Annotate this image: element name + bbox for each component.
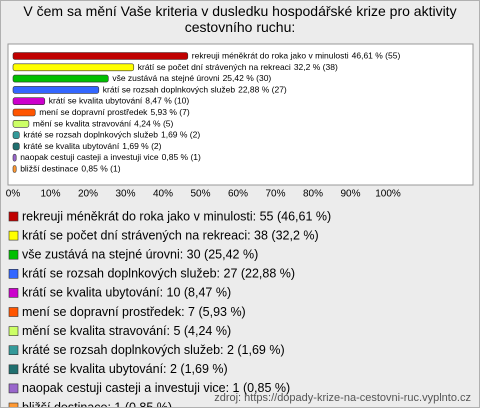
value-label: 46,61 % (55): [352, 51, 401, 61]
x-tick-label: 100%: [375, 189, 401, 200]
value-label: 5,93 % (7): [150, 107, 189, 117]
legend-label: rekreuji méněkrát do roka jako v minulos…: [22, 209, 331, 223]
bar-category: naopak cestuji casteji a investuji vice: [20, 152, 159, 162]
bar: [12, 74, 109, 83]
legend-swatch: [8, 211, 19, 222]
bar: [12, 131, 20, 139]
x-tick-label: 0%: [6, 189, 21, 200]
bar-label: mení se dopravní prostředek 5,93 % (7): [39, 107, 190, 117]
bar-category: kráté se kvalita ubytování: [23, 141, 120, 151]
legend-label: vše zustává na stejné úrovni: 30 (25,42 …: [22, 247, 258, 261]
value-label: 4,24 % (5): [134, 119, 173, 129]
bar-category: krátí se rozsah doplnkových služeb: [103, 85, 236, 95]
x-tick-label: 80%: [303, 189, 323, 200]
legend-swatch: [8, 288, 19, 298]
bar: [12, 120, 30, 128]
legend-label: mení se dopravní prostředek: 7 (5,93 %): [22, 305, 246, 319]
bar: [12, 97, 46, 105]
bar: [12, 63, 135, 72]
bar-label: krátí se rozsah doplnkových služeb 22,88 …: [103, 85, 287, 95]
value-label: 0,85 % (1): [81, 164, 120, 174]
legend-label: krátí se kvalita ubytování: 10 (8,47 %): [22, 286, 231, 300]
legend-label: krátí se rozsah doplnkových služeb: 27 (…: [22, 267, 295, 281]
legend-label: krátí se počet dní strávených na rekreac…: [22, 228, 319, 242]
legend-swatch: [8, 268, 19, 279]
bar: [12, 86, 100, 94]
bar-category: mění se kvalita stravování: [33, 119, 132, 129]
legend-swatch: [8, 230, 19, 241]
bar: [12, 52, 189, 60]
legend-label: bližší destinace: 1 (0,85 %): [22, 400, 172, 407]
legend-swatch: [8, 383, 19, 394]
legend-swatch: [8, 326, 19, 336]
bar-category: krátí se počet dní strávených na rekreac…: [138, 62, 291, 72]
chart-title: V čem sa mění Vaše kriteria v dusledku h…: [23, 3, 457, 35]
legend-label: mění se kvalita stravování: 5 (4,24 %): [22, 324, 231, 338]
bar-category: mení se dopravní prostředek: [39, 107, 148, 117]
bar-label: kráté se rozsah doplnkových služeb 1,69 %…: [23, 130, 200, 140]
bar-category: kráté se rozsah doplnkových služeb: [23, 130, 158, 140]
value-label: 22,88 % (27): [238, 85, 287, 95]
source: zdroj: https://dopady-krize-na-cestovni-…: [214, 392, 471, 404]
value-label: 25,42 % (30): [223, 73, 272, 83]
bar: [12, 108, 36, 117]
x-tick-label: 20%: [78, 189, 98, 200]
legend-swatch: [8, 249, 19, 260]
x-tick-label: 40%: [153, 189, 173, 200]
value-label: 8,47 % (10): [145, 96, 189, 106]
x-tick-label: 60%: [228, 189, 248, 200]
legend-label: naopak cestuji casteji a investuji vice:…: [22, 381, 290, 395]
bar-label: naopak cestuji casteji a investuji vice 0…: [20, 152, 201, 162]
bar-category: bližší destinace: [20, 164, 78, 174]
bar-label: kráté se kvalita ubytování 1,69 % (2): [23, 141, 161, 151]
bar: [12, 153, 17, 162]
value-label: 1,69 % (2): [122, 141, 161, 151]
x-tick-label: 10%: [40, 189, 60, 200]
bar-label: bližší destinace 0,85 % (1): [20, 164, 121, 174]
bar-label: krátí se počet dní strávených na rekreac…: [138, 62, 338, 72]
x-tick-label: 30%: [115, 189, 135, 200]
bar-category: rekreuji méněkrát do roka jako v minulos…: [192, 51, 349, 61]
bar-label: krátí se kvalita ubytování 8,47 % (10): [49, 96, 190, 106]
bar: [12, 142, 20, 151]
legend-swatch: [8, 345, 19, 356]
bar-category: krátí se kvalita ubytování: [49, 96, 143, 106]
value-label: 1,69 % (2): [161, 130, 200, 140]
legend-swatch: [8, 402, 19, 407]
value-label: 32,2 % (38): [294, 62, 338, 72]
legend-label: kráté se rozsah doplnkových služeb: 2 (1…: [22, 343, 285, 357]
x-tick-label: 90%: [340, 189, 360, 200]
bar-label: rekreuji méněkrát do roka jako v minulos…: [192, 51, 401, 61]
bar-label: vše zustává na stejné úrovni 25,42 % (30): [112, 73, 271, 83]
legend-swatch: [8, 307, 19, 317]
bar-label: mění se kvalita stravování 4,24 % (5): [33, 119, 174, 129]
x-tick-label: 50%: [190, 189, 210, 200]
legend-label: kráté se kvalita ubytování: 2 (1,69 %): [22, 362, 228, 376]
legend-swatch: [8, 364, 19, 375]
bar: [12, 165, 17, 173]
x-tick-label: 70%: [265, 189, 285, 200]
value-label: 0,85 % (1): [162, 152, 201, 162]
bar-category: vše zustává na stejné úrovni: [112, 73, 219, 83]
